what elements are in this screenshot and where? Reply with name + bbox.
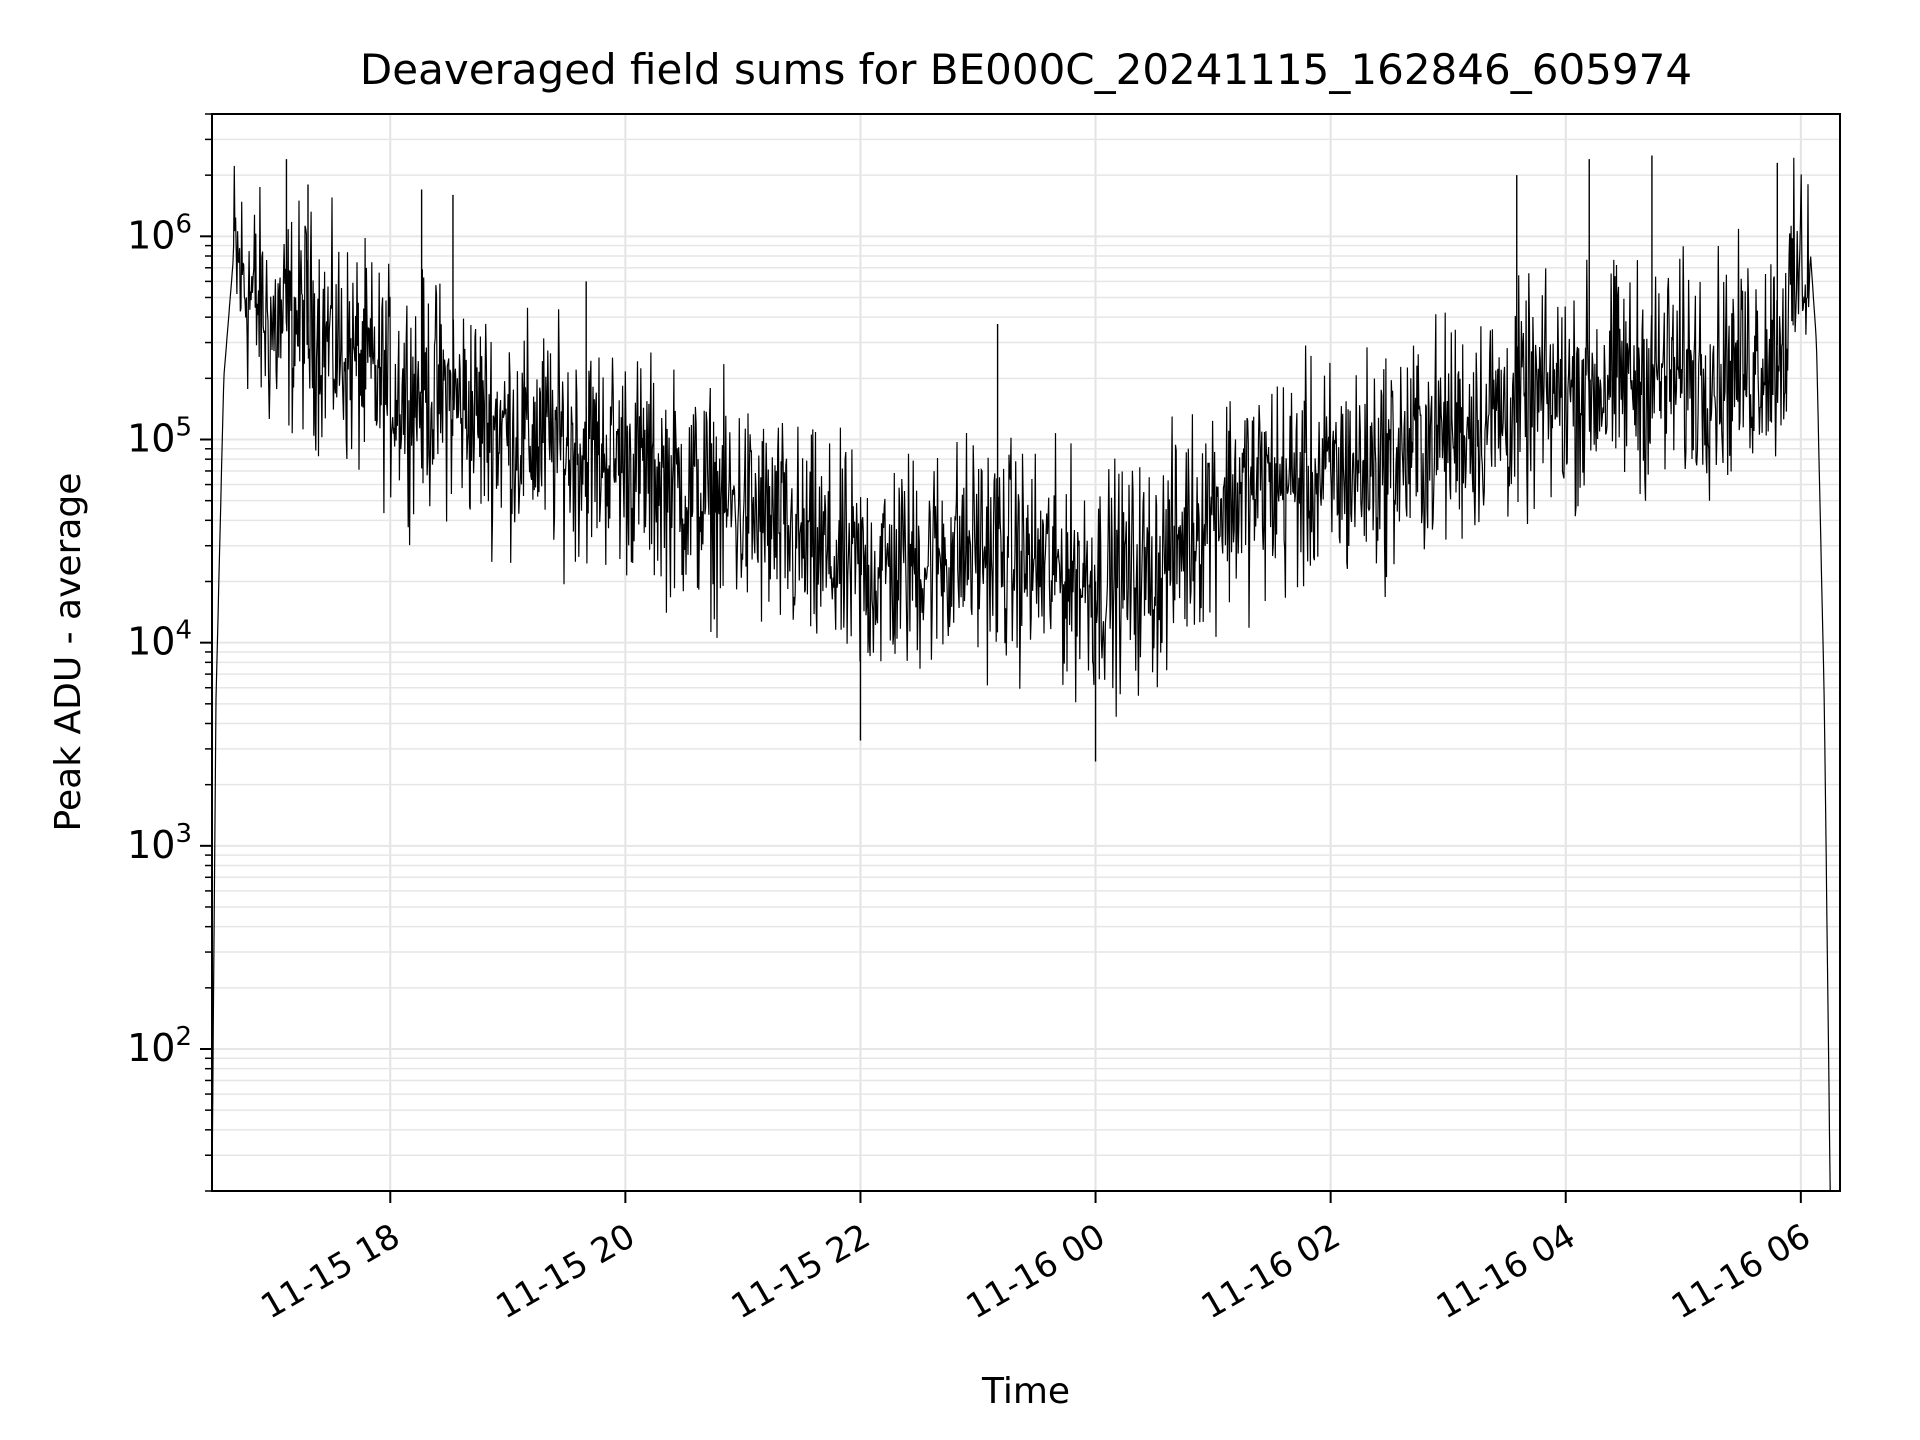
y-tick-base: 10 bbox=[127, 620, 175, 664]
y-tick-label: 102 bbox=[127, 1022, 192, 1070]
y-tick-label: 105 bbox=[127, 412, 192, 460]
x-tick-label: 11-16 04 bbox=[1430, 1216, 1582, 1327]
y-tick-base: 10 bbox=[127, 1026, 175, 1070]
grid-layer bbox=[212, 113, 1840, 1192]
x-axis-label: Time bbox=[981, 1371, 1070, 1412]
series-line bbox=[211, 157, 1831, 1192]
y-tick-exponent: 2 bbox=[175, 1022, 192, 1052]
y-tick-base: 10 bbox=[127, 213, 175, 257]
y-tick-exponent: 3 bbox=[175, 819, 192, 849]
x-tick-label: 11-16 00 bbox=[960, 1216, 1112, 1327]
y-axis-label: Peak ADU - average bbox=[48, 473, 89, 832]
y-tick-label: 103 bbox=[127, 819, 192, 867]
x-tick-label: 11-16 02 bbox=[1195, 1216, 1347, 1327]
axis-layer: 11-15 18 11-15 20 11-15 22 11-16 00 11-16 02… bbox=[127, 113, 1817, 1327]
x-tick-label: 11-15 20 bbox=[489, 1216, 641, 1327]
y-tick-exponent: 4 bbox=[175, 616, 192, 646]
y-tick-label: 104 bbox=[127, 616, 192, 664]
x-tick-label: 11-15 22 bbox=[725, 1216, 877, 1327]
y-tick-base: 10 bbox=[127, 823, 175, 867]
data-layer bbox=[211, 155, 1831, 1192]
y-tick-exponent: 6 bbox=[175, 209, 192, 239]
y-tick-exponent: 5 bbox=[175, 412, 192, 442]
x-tick-label: 11-15 18 bbox=[254, 1216, 406, 1327]
y-tick-label: 106 bbox=[127, 209, 192, 257]
chart-title: Deaveraged field sums for BE000C_2024111… bbox=[360, 45, 1692, 94]
x-tick-label: 11-16 06 bbox=[1665, 1216, 1817, 1327]
y-tick-base: 10 bbox=[127, 416, 175, 460]
